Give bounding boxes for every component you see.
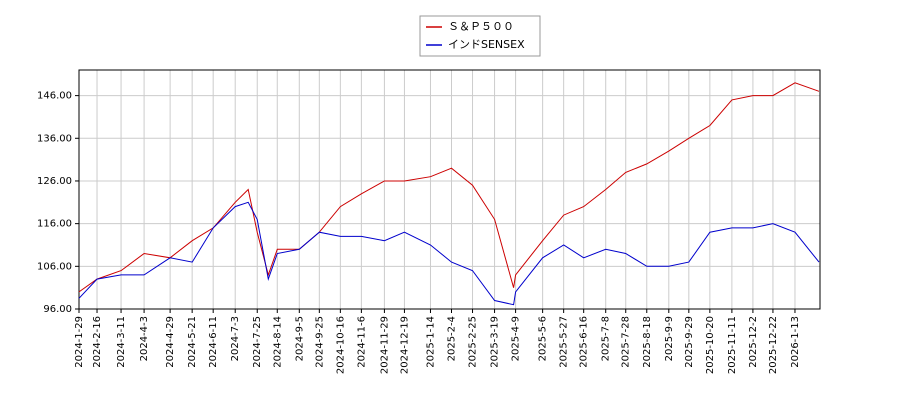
x-tick-label: 2024-7-3: [230, 316, 241, 361]
x-tick-label: 2024-3-11: [116, 316, 127, 368]
x-tick-label: 2024-4-3: [139, 316, 150, 361]
series-line: [78, 201, 820, 306]
x-tick-label: 2024-9-25: [314, 316, 325, 368]
x-tick-label: 2024-12-19: [399, 316, 410, 374]
legend: Ｓ＆Ｐ５００ インドSENSEX: [419, 15, 541, 57]
x-tick-label: 2024-8-14: [272, 316, 283, 368]
y-tick-label: 96.00: [43, 304, 72, 315]
x-tick-label: 2024-2-16: [92, 316, 103, 368]
x-tick-label: 2024-11-29: [379, 316, 390, 374]
legend-box: [419, 15, 541, 57]
x-tick-label: 2024-9-5: [294, 316, 305, 361]
x-tick-label: 2024-6-11: [208, 316, 219, 368]
x-tick-label: 2025-2-4: [447, 316, 458, 361]
x-tick-label: 2024-5-21: [187, 316, 198, 368]
x-tick-label: 2025-9-29: [684, 316, 695, 368]
x-tick-label: 2025-10-20: [705, 316, 716, 374]
plot-frame: [78, 69, 821, 310]
x-tick-label: 2025-11-11: [727, 316, 738, 374]
x-tick-label: 2024-7-25: [252, 316, 263, 368]
y-tick-label: 136.00: [37, 133, 72, 144]
series-line: [78, 82, 820, 293]
x-tick-label: 2025-5-27: [559, 316, 570, 368]
x-tick-label: 2025-5-6: [538, 316, 549, 361]
x-tick-label: 2025-7-28: [621, 316, 632, 368]
x-tick-label: 2024-4-29: [165, 316, 176, 368]
y-tick-label: 116.00: [37, 219, 72, 230]
x-tick-label: 2024-11-6: [356, 316, 367, 368]
y-tick-label: 146.00: [37, 91, 72, 102]
x-tick-label: 2025-3-19: [490, 316, 501, 368]
legend-label: Ｓ＆Ｐ５００: [448, 20, 514, 33]
x-tick-label: 2025-12-2: [748, 316, 759, 368]
x-tick-label: 2025-1-14: [425, 316, 436, 368]
x-tick-label: 2025-12-22: [768, 316, 779, 374]
y-tick-label: 106.00: [37, 261, 72, 272]
x-tick-label: 2024-1-29: [74, 316, 85, 368]
x-tick-label: 2025-2-25: [468, 316, 479, 368]
y-tick-label: 126.00: [37, 176, 72, 187]
x-tick-label: 2025-6-16: [579, 316, 590, 368]
x-tick-label: 2024-10-16: [335, 316, 346, 374]
x-tick-label: 2026-1-13: [790, 316, 801, 368]
legend-label: インドSENSEX: [448, 38, 525, 51]
x-tick-label: 2025-8-18: [642, 316, 653, 368]
x-tick-label: 2025-4-9: [511, 316, 522, 361]
x-tick-label: 2025-9-9: [664, 316, 675, 361]
x-tick-label: 2025-7-8: [601, 316, 612, 361]
